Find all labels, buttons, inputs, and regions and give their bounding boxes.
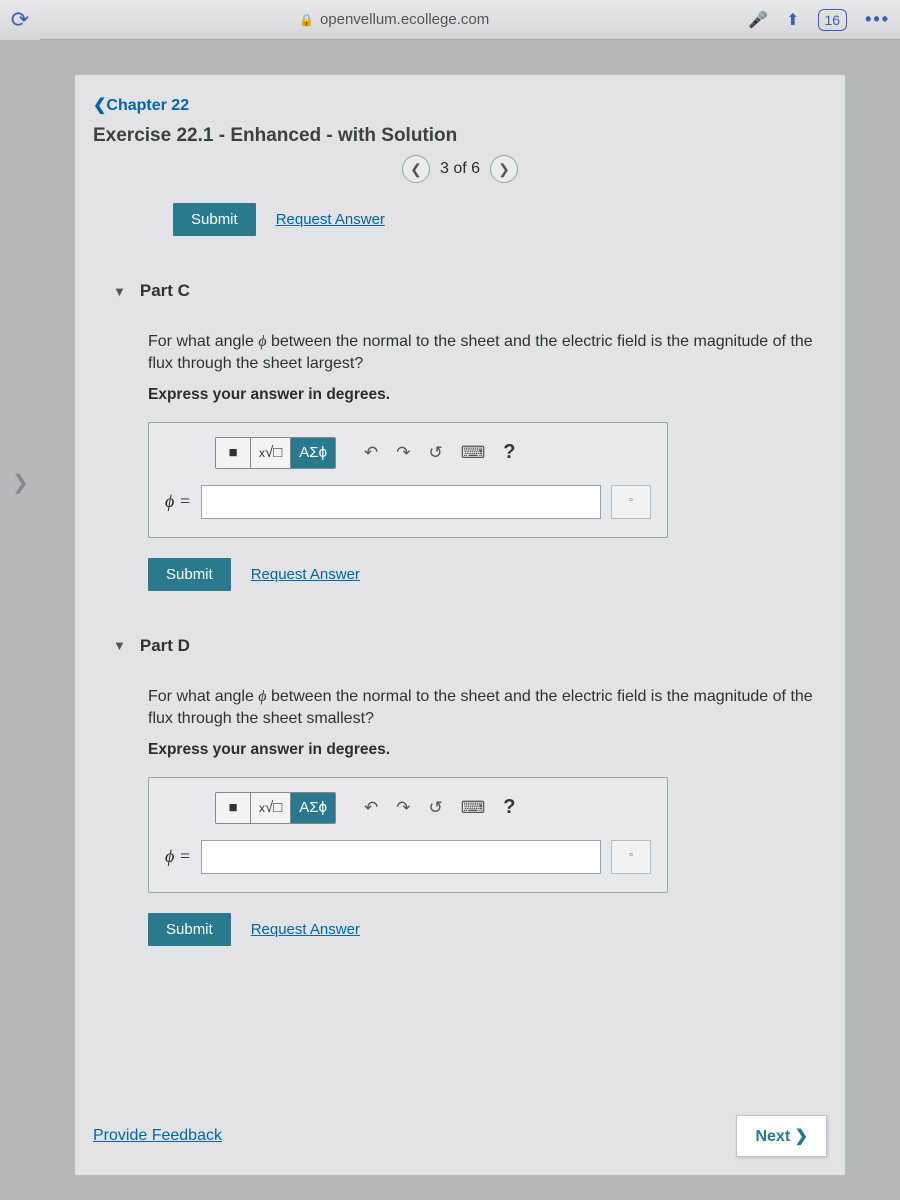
submit-button-d[interactable]: Submit (148, 913, 231, 946)
part-d-body: For what angle ϕ between the normal to t… (148, 686, 827, 893)
url-text: openvellum.ecollege.com (320, 11, 489, 28)
redo-icon[interactable]: ↷ (390, 439, 416, 467)
share-icon[interactable]: ⬆ (786, 10, 799, 30)
exercise-title: Exercise 22.1 - Enhanced - with Solution (93, 125, 827, 147)
tab-count[interactable]: 16 (818, 9, 848, 31)
help-icon[interactable]: ? (497, 437, 521, 468)
request-answer-d[interactable]: Request Answer (251, 921, 360, 938)
submit-button-c[interactable]: Submit (148, 558, 231, 591)
part-c-header[interactable]: ▼ Part C (113, 281, 827, 301)
request-answer-c[interactable]: Request Answer (251, 566, 360, 583)
part-d-instruction: Express your answer in degrees. (148, 741, 827, 759)
refresh-icon[interactable]: ⟳ (0, 0, 40, 40)
footer: Provide Feedback Next ❯ (75, 1115, 845, 1157)
part-d-answer-box: ■ x√□ ΑΣϕ ↶ ↷ ↺ ⌨ ? ϕ = ° (148, 777, 668, 893)
part-c-unit: ° (611, 485, 651, 519)
part-d-toolbar: ■ x√□ ΑΣϕ ↶ ↷ ↺ ⌨ ? (215, 792, 651, 824)
part-d-question: For what angle ϕ between the normal to t… (148, 686, 827, 731)
breadcrumb-back[interactable]: ❮Chapter 22 (93, 95, 827, 115)
collapse-icon[interactable]: ▼ (113, 284, 126, 299)
next-button[interactable]: Next ❯ (736, 1115, 827, 1157)
undo-icon[interactable]: ↶ (358, 439, 384, 467)
redo-icon-d[interactable]: ↷ (390, 794, 416, 822)
keyboard-icon-d[interactable]: ⌨ (455, 794, 492, 822)
submit-button-top[interactable]: Submit (173, 203, 256, 236)
greek-button[interactable]: ΑΣϕ (290, 438, 335, 468)
side-expand-icon[interactable]: ❯ (12, 470, 29, 495)
part-c-toolbar: ■ x√□ ΑΣϕ ↶ ↷ ↺ ⌨ ? (215, 437, 651, 469)
keyboard-icon[interactable]: ⌨ (455, 439, 492, 467)
pager-text: 3 of 6 (440, 160, 480, 178)
part-d-input[interactable] (201, 840, 601, 874)
pager: ❮ 3 of 6 ❯ (93, 155, 827, 183)
help-icon-d[interactable]: ? (497, 792, 521, 823)
part-c-var-label: ϕ = (165, 491, 191, 512)
sqrt-button-d[interactable]: x√□ (250, 793, 290, 823)
provide-feedback-link[interactable]: Provide Feedback (93, 1127, 222, 1145)
more-icon[interactable]: ••• (865, 9, 890, 30)
reset-icon-d[interactable]: ↺ (422, 794, 448, 822)
request-answer-top[interactable]: Request Answer (276, 211, 385, 228)
browser-bar: 🔒 openvellum.ecollege.com 🎤 ⬆ 16 ••• (0, 0, 900, 40)
collapse-icon-d[interactable]: ▼ (113, 638, 126, 653)
part-c-instruction: Express your answer in degrees. (148, 386, 827, 404)
part-c-answer-box: ■ x√□ ΑΣϕ ↶ ↷ ↺ ⌨ ? ϕ = ° (148, 422, 668, 538)
part-d-header[interactable]: ▼ Part D (113, 636, 827, 656)
part-c-input[interactable] (201, 485, 601, 519)
undo-icon-d[interactable]: ↶ (358, 794, 384, 822)
lock-icon: 🔒 (299, 13, 314, 27)
templates-button[interactable]: ■ (216, 438, 250, 468)
templates-button-d[interactable]: ■ (216, 793, 250, 823)
part-c-question: For what angle ϕ between the normal to t… (148, 331, 827, 376)
url-area: 🔒 openvellum.ecollege.com (52, 11, 736, 28)
part-d-var-label: ϕ = (165, 846, 191, 867)
mic-icon[interactable]: 🎤 (748, 10, 768, 30)
greek-button-d[interactable]: ΑΣϕ (290, 793, 335, 823)
part-d-title: Part D (140, 636, 190, 656)
part-c-title: Part C (140, 281, 190, 301)
part-d-unit: ° (611, 840, 651, 874)
page-content: ❮Chapter 22 Exercise 22.1 - Enhanced - w… (75, 75, 845, 1175)
sqrt-button[interactable]: x√□ (250, 438, 290, 468)
reset-icon[interactable]: ↺ (422, 439, 448, 467)
next-button-small[interactable]: ❯ (490, 155, 518, 183)
prev-button[interactable]: ❮ (402, 155, 430, 183)
part-c-body: For what angle ϕ between the normal to t… (148, 331, 827, 538)
